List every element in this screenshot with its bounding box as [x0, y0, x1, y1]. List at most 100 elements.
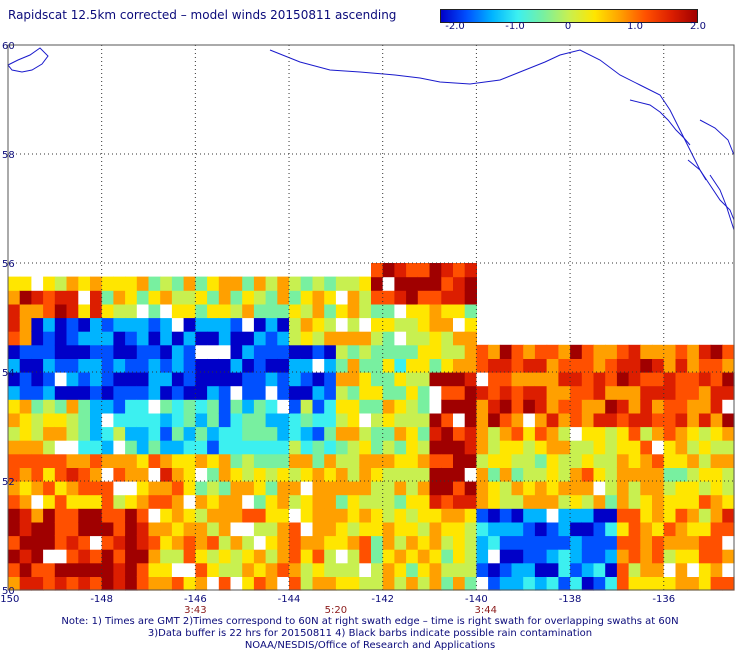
heatmap-cell — [722, 440, 735, 455]
heatmap-cell — [242, 535, 255, 550]
heatmap-cell — [488, 412, 501, 428]
heatmap-cell — [347, 467, 360, 482]
heatmap-cell — [8, 562, 21, 577]
heatmap-cell — [136, 440, 150, 455]
heatmap-cell — [195, 508, 208, 523]
heatmap-cell — [722, 549, 735, 564]
heatmap-cell — [113, 276, 126, 291]
heatmap-cell — [523, 344, 536, 359]
heatmap-cell — [335, 331, 349, 346]
heatmap-cell — [499, 508, 513, 523]
heatmap-cell — [605, 467, 618, 482]
heatmap-cell — [54, 399, 68, 414]
heatmap-cell — [90, 317, 103, 332]
heatmap-cell — [652, 508, 665, 523]
heatmap-cell — [242, 576, 255, 591]
heatmap-cell — [335, 385, 349, 400]
heatmap-cell — [722, 372, 735, 387]
heatmap-cell — [78, 508, 91, 523]
heatmap-cell — [265, 399, 278, 414]
heatmap-cell — [324, 481, 337, 496]
heatmap-cell — [558, 467, 571, 482]
heatmap-cell — [207, 358, 220, 373]
heatmap-cell — [511, 481, 524, 496]
heatmap-cell — [160, 412, 173, 428]
heatmap-cell — [160, 494, 173, 509]
heatmap-cell — [54, 467, 68, 482]
heatmap-cell — [78, 521, 91, 537]
heatmap-cell — [499, 521, 513, 537]
heatmap-cell — [371, 426, 384, 441]
heatmap-cell — [640, 521, 653, 537]
heatmap-cell — [242, 358, 255, 373]
heatmap-cell — [31, 467, 44, 482]
heatmap-cell — [488, 481, 501, 496]
heatmap-cell — [710, 358, 723, 373]
heatmap-cell — [66, 440, 79, 455]
heatmap-cell — [277, 426, 290, 441]
heatmap-cell — [347, 576, 360, 591]
heatmap-cell — [101, 385, 114, 400]
heatmap-cell — [78, 358, 91, 373]
heatmap-cell — [160, 303, 173, 319]
heatmap-cell — [31, 521, 44, 537]
heatmap-cell — [429, 453, 442, 468]
heatmap-cell — [207, 576, 220, 591]
heatmap-cell — [171, 331, 185, 346]
heatmap-cell — [394, 276, 407, 291]
heatmap-cell — [183, 453, 196, 468]
heatmap-cell — [558, 562, 571, 577]
heatmap-cell — [499, 535, 513, 550]
heatmap-cell — [605, 576, 618, 591]
heatmap-cell — [171, 576, 185, 591]
heatmap-cell — [207, 562, 220, 577]
heatmap-cell — [616, 385, 630, 400]
heatmap-cell — [66, 562, 79, 577]
heatmap-cell — [324, 412, 337, 428]
heatmap-cell — [90, 276, 103, 291]
heatmap-cell — [218, 576, 232, 591]
heatmap-cell — [43, 453, 56, 468]
heatmap-cell — [160, 372, 173, 387]
heatmap-cell — [43, 317, 56, 332]
heatmap-cell — [101, 453, 114, 468]
heatmap-cell — [54, 412, 68, 428]
heatmap-cell — [19, 549, 32, 564]
heatmap-cell — [19, 276, 32, 291]
heatmap-cell — [253, 440, 267, 455]
heatmap-cell — [441, 508, 454, 523]
heatmap-cell — [616, 521, 630, 537]
heatmap-cell — [31, 331, 44, 346]
heatmap-cell — [90, 481, 103, 496]
heatmap-cell — [289, 467, 302, 482]
heatmap-cell — [347, 521, 360, 537]
heatmap-cell — [347, 494, 360, 509]
heatmap-cell — [417, 263, 431, 278]
heatmap-cell — [230, 494, 243, 509]
heatmap-cell — [593, 494, 606, 509]
heatmap-cell — [616, 358, 630, 373]
heatmap-cell — [265, 290, 278, 305]
heatmap-cell — [359, 385, 372, 400]
heatmap-cell — [581, 576, 595, 591]
heatmap-cell — [19, 535, 32, 550]
note-line-3: NOAA/NESDIS/Office of Research and Appli… — [244, 640, 496, 651]
heatmap-cell — [160, 385, 173, 400]
heatmap-cell — [125, 412, 138, 428]
heatmap-cell — [230, 562, 243, 577]
heatmap-cell — [523, 426, 536, 441]
heatmap-cell — [652, 467, 665, 482]
heatmap-cell — [265, 276, 278, 291]
heatmap-cell — [429, 494, 442, 509]
heatmap-cell — [195, 535, 208, 550]
heatmap-cell — [499, 426, 513, 441]
heatmap-cell — [125, 535, 138, 550]
heatmap-cell — [511, 467, 524, 482]
heatmap-cell — [289, 412, 302, 428]
heatmap-cell — [488, 562, 501, 577]
heatmap-cell — [581, 344, 595, 359]
heatmap-cell — [511, 399, 524, 414]
heatmap-cell — [406, 508, 419, 523]
heatmap-cell — [90, 508, 103, 523]
heatmap-cell — [640, 467, 653, 482]
